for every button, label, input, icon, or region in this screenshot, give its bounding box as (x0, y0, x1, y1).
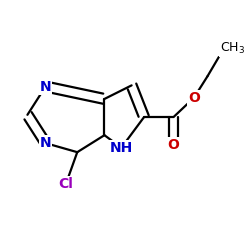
Text: O: O (188, 91, 200, 105)
Text: N: N (40, 136, 51, 150)
Text: N: N (40, 80, 51, 94)
Text: Cl: Cl (58, 177, 73, 191)
Text: CH$_3$: CH$_3$ (220, 41, 245, 56)
Text: O: O (168, 138, 179, 152)
Text: NH: NH (110, 141, 133, 155)
